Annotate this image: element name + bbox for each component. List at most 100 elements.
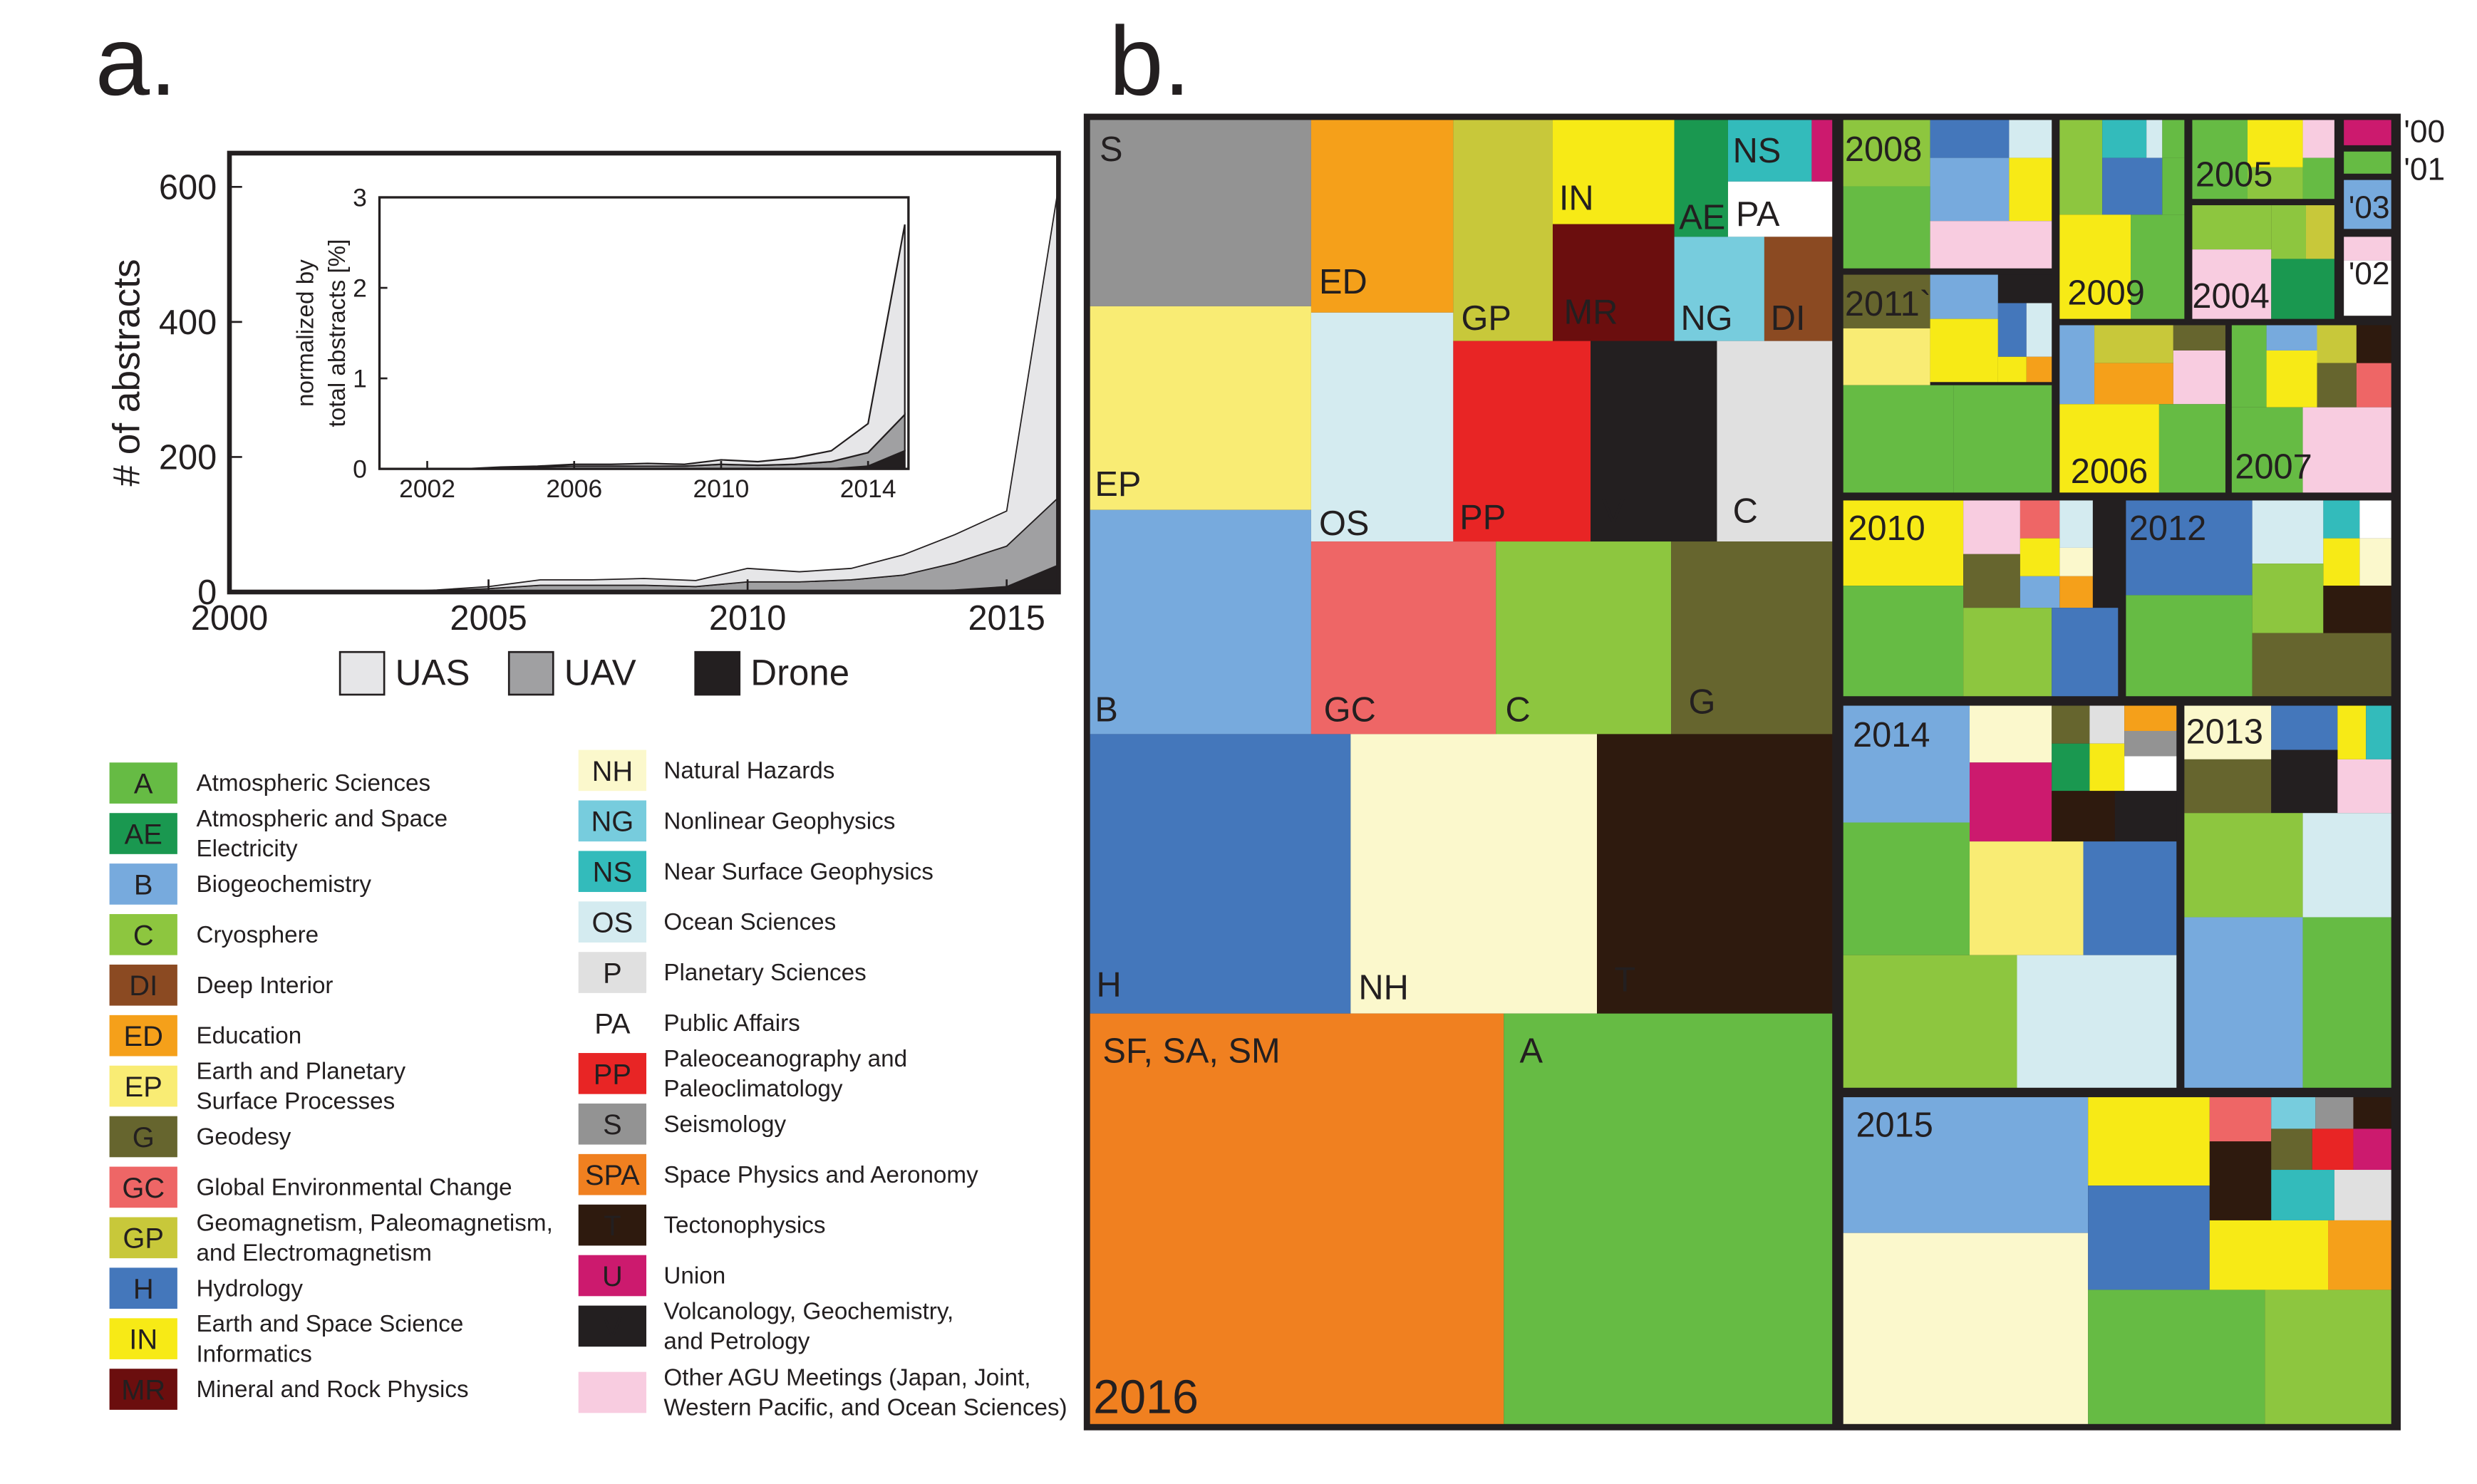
legend-name: Union xyxy=(663,1263,725,1290)
cell-label: S xyxy=(1100,130,1123,169)
year-label: 2004 xyxy=(2192,277,2269,316)
treemap-cell xyxy=(2344,260,2391,316)
treemap-cell xyxy=(1552,224,1675,341)
y-tick-label: 0 xyxy=(353,455,367,484)
legend-name: Informatics xyxy=(196,1341,311,1367)
year-label: 2015 xyxy=(1856,1106,1933,1144)
legend-code: ED xyxy=(124,1021,163,1052)
treemap-cell xyxy=(2184,705,2272,759)
legend-name: Volcanology, Geochemistry, xyxy=(663,1298,953,1324)
cell-label: MR xyxy=(1563,293,1618,331)
treemap-cell xyxy=(1969,762,2052,842)
treemap-cell xyxy=(2088,1185,2210,1290)
cell-label: PA xyxy=(1736,195,1780,234)
cell-label: NH xyxy=(1358,969,1408,1007)
year-label: 2014 xyxy=(1853,716,1930,754)
treemap-cell xyxy=(2344,180,2391,229)
legend-swatch xyxy=(578,952,647,993)
cell-label: NG xyxy=(1680,299,1732,338)
legend-swatch xyxy=(578,800,647,842)
legend-name: Global Environmental Change xyxy=(196,1174,512,1200)
legend-code: EP xyxy=(125,1072,162,1103)
y-tick-label: 400 xyxy=(159,303,217,342)
legend-code: PP xyxy=(594,1059,631,1090)
treemap-cell xyxy=(2026,303,2052,357)
legend-swatch xyxy=(109,1065,177,1107)
legend-swatch xyxy=(109,964,177,1006)
x-tick-label: 2002 xyxy=(399,474,455,503)
treemap-cell xyxy=(2271,1097,2316,1129)
treemap-cell xyxy=(2366,705,2391,759)
treemap-cell xyxy=(1843,328,1930,385)
treemap-cell xyxy=(2337,705,2367,759)
treemap-cell xyxy=(2052,743,2090,792)
legend-swatch xyxy=(578,1153,647,1195)
treemap-cell xyxy=(2162,120,2185,158)
legend-code: SPA xyxy=(585,1160,640,1191)
treemap-cell xyxy=(2312,1128,2354,1171)
cell-label: DI xyxy=(1771,299,1806,338)
x-tick-label: 2015 xyxy=(968,599,1045,638)
treemap-cell xyxy=(2020,538,2060,576)
cell-label: IN xyxy=(1559,180,1594,218)
treemap-cell xyxy=(2192,120,2248,199)
year-label: 2009 xyxy=(2067,274,2144,313)
legend-name: Geomagnetism, Paleomagnetism, xyxy=(196,1210,552,1236)
y-tick-label: 600 xyxy=(159,168,217,207)
treemap-cell xyxy=(1997,356,2027,383)
treemap-cell xyxy=(1843,500,1964,586)
legend-name: Atmospheric Sciences xyxy=(196,770,430,797)
treemap-cell xyxy=(1090,509,1311,735)
treemap-cell xyxy=(2192,205,2272,250)
treemap-cell xyxy=(2209,1220,2329,1290)
treemap-cell xyxy=(2271,705,2338,750)
treemap-cell xyxy=(2124,756,2177,792)
treemap-cell xyxy=(1843,385,1954,493)
x-tick-label: 2006 xyxy=(546,474,602,503)
legend-code: IN xyxy=(129,1324,157,1356)
treemap-cell xyxy=(2184,759,2272,814)
treemap-cell xyxy=(2252,564,2324,633)
treemap-cell xyxy=(1930,274,1998,319)
treemap-cell xyxy=(2009,157,2052,222)
treemap-cell xyxy=(2344,237,2391,261)
year-label: 2011` xyxy=(1845,285,1931,323)
treemap-cell xyxy=(2131,214,2185,319)
legend-code: C xyxy=(133,920,154,951)
treemap-cell xyxy=(2173,325,2225,351)
legend-swatch xyxy=(109,1166,177,1208)
treemap-cell xyxy=(1930,318,1998,383)
y-axis-label: normalized by xyxy=(292,259,319,407)
legend-swatch xyxy=(578,851,647,893)
cell-label: G xyxy=(1689,683,1716,722)
treemap-cell xyxy=(1963,554,2020,608)
treemap-cell xyxy=(2305,205,2334,259)
treemap-cell xyxy=(1969,841,2084,955)
treemap-cell xyxy=(2266,350,2317,408)
legend-name: Electricity xyxy=(196,836,298,862)
treemap-cell xyxy=(1310,120,1454,313)
treemap-cell xyxy=(2059,404,2159,493)
treemap-cell xyxy=(1310,312,1454,542)
treemap-cell xyxy=(2052,791,2115,842)
treemap-cell xyxy=(1811,120,1833,182)
treemap-cell xyxy=(1843,1097,2089,1233)
legend-code: MR xyxy=(121,1374,165,1406)
y-axis-label: # of abstracts xyxy=(106,259,148,486)
legend-name: Education xyxy=(196,1023,301,1049)
treemap-cell xyxy=(2271,1170,2334,1220)
year-label: 2008 xyxy=(1845,130,1922,169)
legend-name: Public Affairs xyxy=(663,1010,800,1037)
treemap-cell xyxy=(2302,157,2334,199)
treemap-cell xyxy=(2192,249,2272,319)
legend-name: Planetary Sciences xyxy=(663,960,866,986)
treemap-cell xyxy=(2094,363,2173,405)
legend-name: and Electromagnetism xyxy=(196,1240,432,1266)
cell-label: EP xyxy=(1095,465,1141,504)
legend-swatch xyxy=(578,1305,647,1347)
year-label: 2006 xyxy=(2071,452,2148,491)
year-label: 2012 xyxy=(2129,509,2206,548)
plot-frame xyxy=(378,196,910,470)
treemap-cell xyxy=(2052,608,2119,697)
